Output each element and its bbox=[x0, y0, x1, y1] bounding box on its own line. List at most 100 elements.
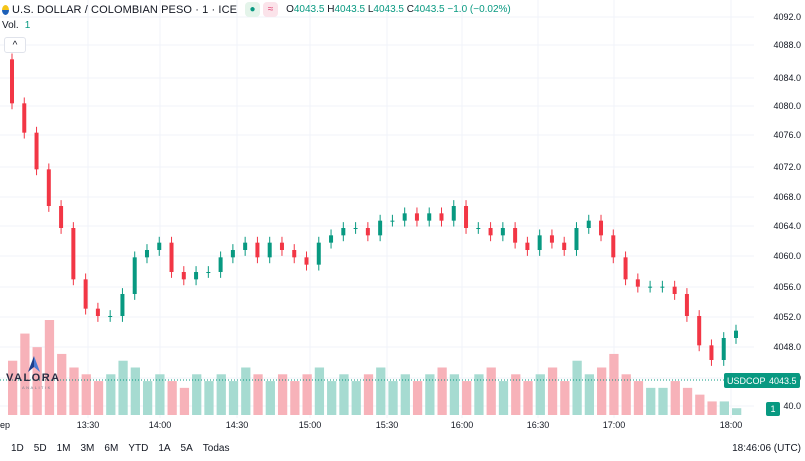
candle-body bbox=[525, 242, 530, 250]
candle-body bbox=[684, 294, 689, 316]
volume-bar bbox=[388, 381, 398, 415]
candle-body bbox=[108, 316, 113, 317]
price-tick: 4080.0 bbox=[773, 101, 801, 111]
price-tick: 40.0 bbox=[783, 401, 801, 411]
candle-body bbox=[488, 228, 493, 236]
range-button-todas[interactable]: Todas bbox=[202, 443, 230, 454]
valora-logo: VALORA ANALITIK bbox=[6, 354, 64, 390]
candle-body bbox=[71, 228, 76, 280]
time-axis[interactable]: ep 13:30 14:00 14:30 15:00 15:30 16:00 16:30 17:… bbox=[0, 418, 754, 434]
candle-body bbox=[439, 213, 444, 221]
candle-body bbox=[243, 242, 248, 250]
volume-value: 1 bbox=[24, 20, 31, 31]
range-button-1a[interactable]: 1A bbox=[158, 443, 171, 454]
candle-body bbox=[414, 213, 419, 221]
candle-body bbox=[329, 235, 334, 243]
time-tick: 17:00 bbox=[602, 420, 626, 430]
volume-bar bbox=[707, 401, 717, 415]
candle-body bbox=[292, 250, 297, 258]
volume-bar bbox=[560, 381, 570, 415]
candle-body bbox=[697, 316, 702, 346]
price-tick: 4056.0 bbox=[773, 282, 801, 292]
price-tick: 4072.0 bbox=[773, 162, 801, 172]
volume-bar bbox=[621, 374, 631, 415]
candle-body bbox=[341, 228, 346, 236]
candle-body bbox=[427, 213, 432, 221]
price-tick: 4068.0 bbox=[773, 192, 801, 202]
volume-bar bbox=[449, 374, 460, 415]
candle-body bbox=[672, 286, 677, 294]
chart-area[interactable]: U.S. DOLLAR / COLOMBIAN PESO · 1 · ICE ●… bbox=[0, 0, 754, 418]
volume-bar bbox=[216, 374, 226, 415]
volume-bar bbox=[302, 374, 312, 415]
candle-body bbox=[378, 220, 383, 236]
ohlc-values: O4043.5 H4043.5 L4043.5 C4043.5 −1.0 (−0… bbox=[286, 4, 511, 15]
candle-body bbox=[95, 308, 100, 316]
volume-bar bbox=[719, 401, 729, 415]
range-selector: 1D 5D 1M 3M 6M YTD 1A 5A Todas bbox=[0, 443, 234, 454]
candle-body bbox=[230, 250, 235, 258]
candle-body bbox=[709, 345, 714, 360]
range-button-3m[interactable]: 3M bbox=[80, 443, 95, 454]
volume-bar bbox=[228, 381, 239, 415]
candle-body bbox=[181, 272, 186, 280]
current-price-tag: 4043.5 bbox=[766, 373, 800, 388]
range-button-5d[interactable]: 5D bbox=[33, 443, 47, 454]
volume-bar bbox=[241, 367, 251, 415]
candle-body bbox=[549, 235, 554, 243]
candle-body bbox=[218, 257, 223, 272]
volume-bar bbox=[167, 381, 177, 415]
candle-body bbox=[623, 257, 628, 280]
price-axis[interactable]: 4092.0 4088.0 4084.0 4080.0 4076.0 4072.0 4068… bbox=[754, 0, 805, 418]
candle-body bbox=[157, 242, 162, 250]
time-tick: ep bbox=[0, 420, 11, 430]
price-tick: 4088.0 bbox=[773, 40, 801, 50]
time-tick: 16:30 bbox=[526, 420, 550, 430]
logo-mark-icon bbox=[28, 356, 40, 372]
time-tick: 15:00 bbox=[298, 420, 322, 430]
volume-bar bbox=[290, 381, 300, 415]
range-button-5a[interactable]: 5A bbox=[180, 443, 193, 454]
range-button-ytd[interactable]: YTD bbox=[128, 443, 149, 454]
market-status-icon[interactable]: ● bbox=[245, 2, 261, 17]
range-button-6m[interactable]: 6M bbox=[104, 443, 119, 454]
candle-body bbox=[611, 235, 616, 258]
candle-body bbox=[599, 220, 604, 236]
volume-bar bbox=[412, 381, 423, 415]
range-button-1m[interactable]: 1M bbox=[56, 443, 71, 454]
time-tick: 13:30 bbox=[76, 420, 100, 430]
volume-bar bbox=[511, 374, 521, 415]
candle-body bbox=[476, 228, 481, 229]
volume-bar bbox=[81, 374, 91, 415]
volume-bar bbox=[277, 374, 288, 415]
candle-body bbox=[169, 242, 174, 272]
utc-clock[interactable]: 18:46:06 (UTC) bbox=[732, 443, 801, 454]
range-button-1d[interactable]: 1D bbox=[11, 443, 24, 454]
price-tick: 4076.0 bbox=[773, 130, 801, 140]
price-tick: 4084.0 bbox=[773, 73, 801, 83]
candle-body bbox=[721, 338, 726, 360]
current-volume-tag: 1 bbox=[766, 402, 780, 416]
volume-legend: Vol. 1 bbox=[2, 20, 30, 31]
volume-bar bbox=[695, 394, 705, 415]
symbol-title[interactable]: U.S. DOLLAR / COLOMBIAN PESO · 1 · ICE bbox=[12, 3, 238, 16]
price-tick: 4064.0 bbox=[773, 221, 801, 231]
pattern-icon[interactable]: ≈ bbox=[263, 2, 279, 17]
collapse-legend-button[interactable]: ^ bbox=[4, 37, 26, 53]
volume-bar bbox=[646, 387, 656, 415]
candle-body bbox=[194, 272, 199, 280]
candle-body bbox=[22, 103, 27, 133]
candle-body bbox=[365, 228, 370, 236]
price-chart[interactable] bbox=[0, 0, 754, 418]
volume-bar bbox=[400, 374, 410, 415]
symbol-price-tag: USDCOP bbox=[724, 373, 769, 388]
time-tick: 15:30 bbox=[375, 420, 399, 430]
volume-bar bbox=[523, 381, 533, 415]
candle-body bbox=[586, 220, 591, 228]
candle-body bbox=[10, 59, 14, 104]
candle-body bbox=[59, 206, 64, 228]
time-tick: 14:00 bbox=[148, 420, 172, 430]
time-tick: 14:30 bbox=[225, 420, 249, 430]
candle-body bbox=[279, 242, 284, 250]
candle-body bbox=[734, 330, 738, 338]
